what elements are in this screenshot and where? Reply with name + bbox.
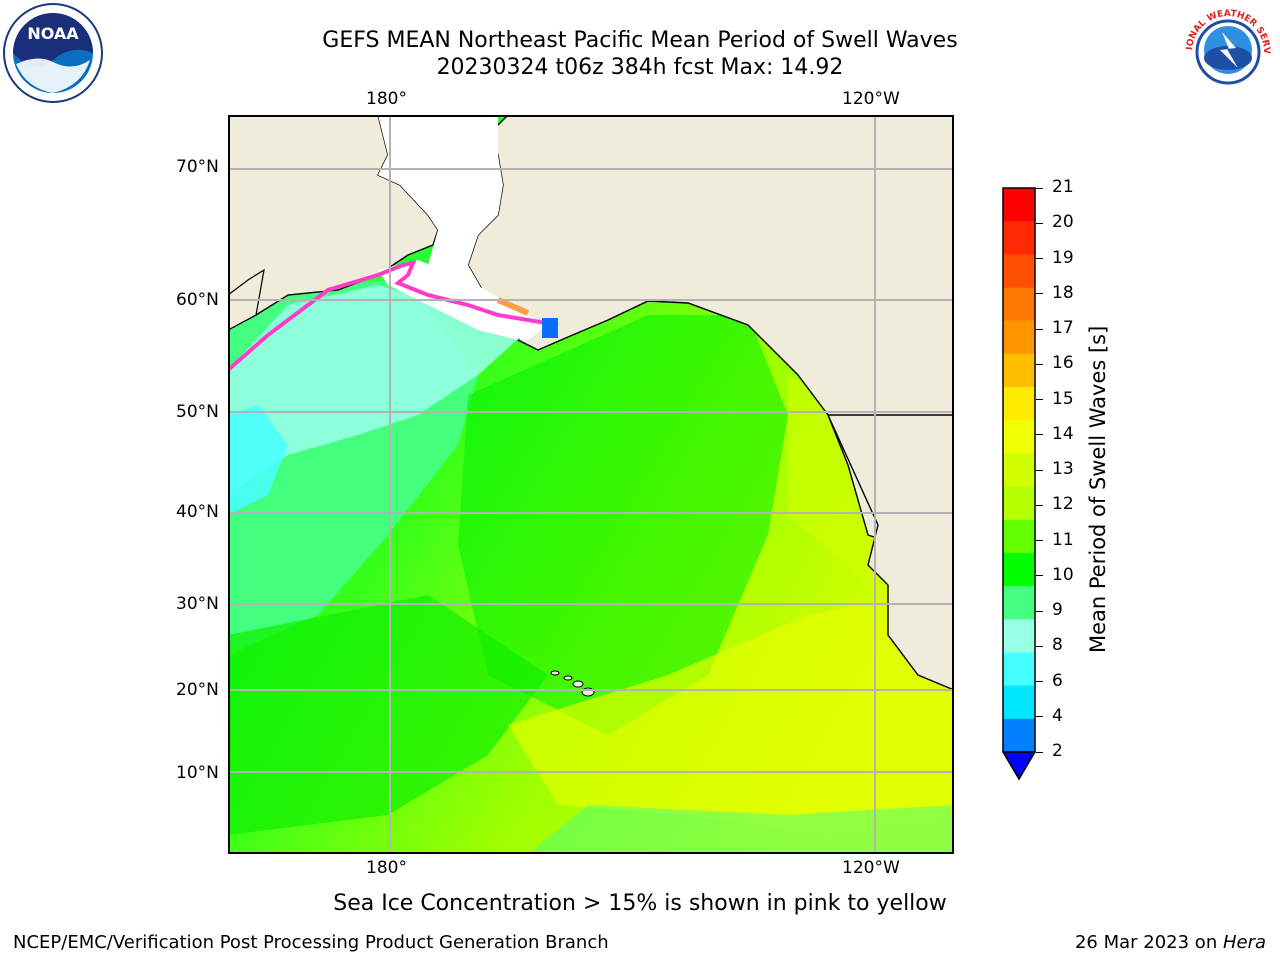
swell-zone-cyan [228, 285, 528, 495]
noaa-logo: NOAA [2, 2, 104, 104]
colorbar-tick-label: 12 [1052, 494, 1074, 515]
map-panel [228, 115, 954, 854]
colorbar-outline [1002, 187, 1036, 753]
colorbar-tick-mark [1036, 293, 1043, 295]
swell-zone-central [458, 315, 788, 735]
colorbar-tick-label: 19 [1052, 247, 1074, 268]
colorbar-tick-label: 4 [1052, 705, 1063, 726]
colorbar-tick-label: 20 [1052, 212, 1074, 233]
arctic-ice [378, 115, 528, 340]
colorbar-tick-mark [1036, 575, 1043, 577]
colorbar-tick-label: 13 [1052, 459, 1074, 479]
colorbar-segment [1003, 453, 1035, 488]
chart-subtitle: 20230324 t06z 384h fcst Max: 14.92 [436, 55, 844, 80]
colorbar-tick-label: 8 [1052, 635, 1063, 656]
colorbar-segment [1003, 188, 1035, 222]
lat-label-50n: 50°N [176, 402, 219, 422]
lat-label-30n: 30°N [176, 594, 219, 614]
lon-label-top-180: 180° [366, 89, 407, 109]
gridlines [228, 115, 954, 854]
lon-label-bottom-180: 180° [366, 858, 407, 878]
swell-zone-cyan-2 [228, 405, 288, 515]
colorbar-tick-mark [1036, 504, 1043, 506]
colorbar-segment [1003, 718, 1035, 753]
colorbar-segment [1003, 552, 1035, 587]
footer-host: Hera [1222, 932, 1266, 953]
colorbar-tick-mark [1036, 716, 1043, 718]
colorbar-tick-mark [1036, 645, 1043, 647]
colorbar-segment [1003, 221, 1035, 255]
colorbar-tick-mark [1036, 751, 1043, 753]
sea-ice-blue-patch [542, 318, 558, 338]
colorbar-segment [1003, 387, 1035, 421]
lat-label-10n: 10°N [176, 763, 219, 783]
colorbar-segment [1003, 287, 1035, 322]
colorbar-segment [1003, 254, 1035, 289]
swell-zone-southwest [228, 595, 548, 835]
colorbar-tick-mark [1036, 258, 1043, 259]
colorbar-label: Mean Period of Swell Waves [s] [1086, 325, 1110, 653]
colorbar-tick-label: 2 [1052, 741, 1063, 761]
colorbar-segment [1003, 685, 1035, 720]
sea-ice-edge [228, 260, 559, 372]
map-frame [228, 115, 954, 854]
colorbar-segment [1003, 353, 1035, 388]
colorbar-tick-label: 15 [1052, 388, 1074, 409]
swell-zone-yellow [508, 595, 954, 835]
colorbar-tick-label: 6 [1052, 670, 1063, 691]
colorbar-tick-mark [1036, 610, 1043, 612]
footer-right: 26 Mar 2023 on Hera [1075, 932, 1266, 953]
colorbar-tick-mark [1036, 434, 1043, 436]
lat-label-20n: 20°N [176, 680, 219, 700]
colorbar-tick-label: 9 [1052, 600, 1063, 620]
chart-title: GEFS MEAN Northeast Pacific Mean Period … [322, 28, 958, 53]
footer-date: 26 Mar 2023 on [1074, 932, 1223, 953]
swell-zone-equatorial [528, 805, 954, 854]
lon-label-top-120w: 120°W [842, 89, 900, 109]
colorbar-tick-label: 18 [1052, 282, 1074, 303]
colorbar-segment [1003, 619, 1035, 653]
colorbar-tick-label: 10 [1052, 564, 1074, 585]
sea-ice-orange [496, 297, 530, 316]
colorbar-segment [1003, 652, 1035, 687]
colorbar-tick-mark [1036, 540, 1043, 541]
colorbar-tick-label: 16 [1052, 353, 1074, 374]
colorbar-tick-mark [1036, 469, 1043, 471]
colorbar-tick-mark [1036, 187, 1043, 189]
footer-left: NCEP/EMC/Verification Post Processing Pr… [13, 932, 609, 953]
lat-label-40n: 40°N [176, 502, 219, 522]
nws-logo: NATIONAL WEATHER SERVICE [1174, 0, 1278, 102]
hawaii-islands [550, 670, 595, 697]
colorbar-tick-mark [1036, 363, 1043, 365]
colorbar-segment [1003, 586, 1035, 620]
colorbar-segment [1003, 320, 1035, 355]
colorbar-segment [1003, 486, 1035, 521]
colorbar-tick-label: 17 [1052, 318, 1074, 338]
lon-label-bottom-120w: 120°W [842, 858, 900, 878]
sea-ice-note: Sea Ice Concentration > 15% is shown in … [333, 891, 947, 916]
colorbar-segment [1003, 519, 1035, 554]
colorbar-tick-mark [1036, 328, 1043, 330]
colorbar-extension [1001, 751, 1037, 781]
colorbar-tick-label: 11 [1052, 529, 1074, 550]
noaa-logo-text: NOAA [27, 24, 79, 43]
colorbar [1001, 187, 1037, 781]
lat-label-60n: 60°N [176, 290, 219, 310]
colorbar-tick-mark [1036, 681, 1043, 682]
colorbar-tick-label: 21 [1052, 177, 1074, 197]
lat-label-70n: 70°N [176, 157, 219, 177]
colorbar-tick-mark [1036, 399, 1043, 400]
colorbar-tick-label: 14 [1052, 423, 1074, 444]
colorbar-segment [1003, 420, 1035, 454]
colorbar-tick-mark [1036, 222, 1043, 224]
